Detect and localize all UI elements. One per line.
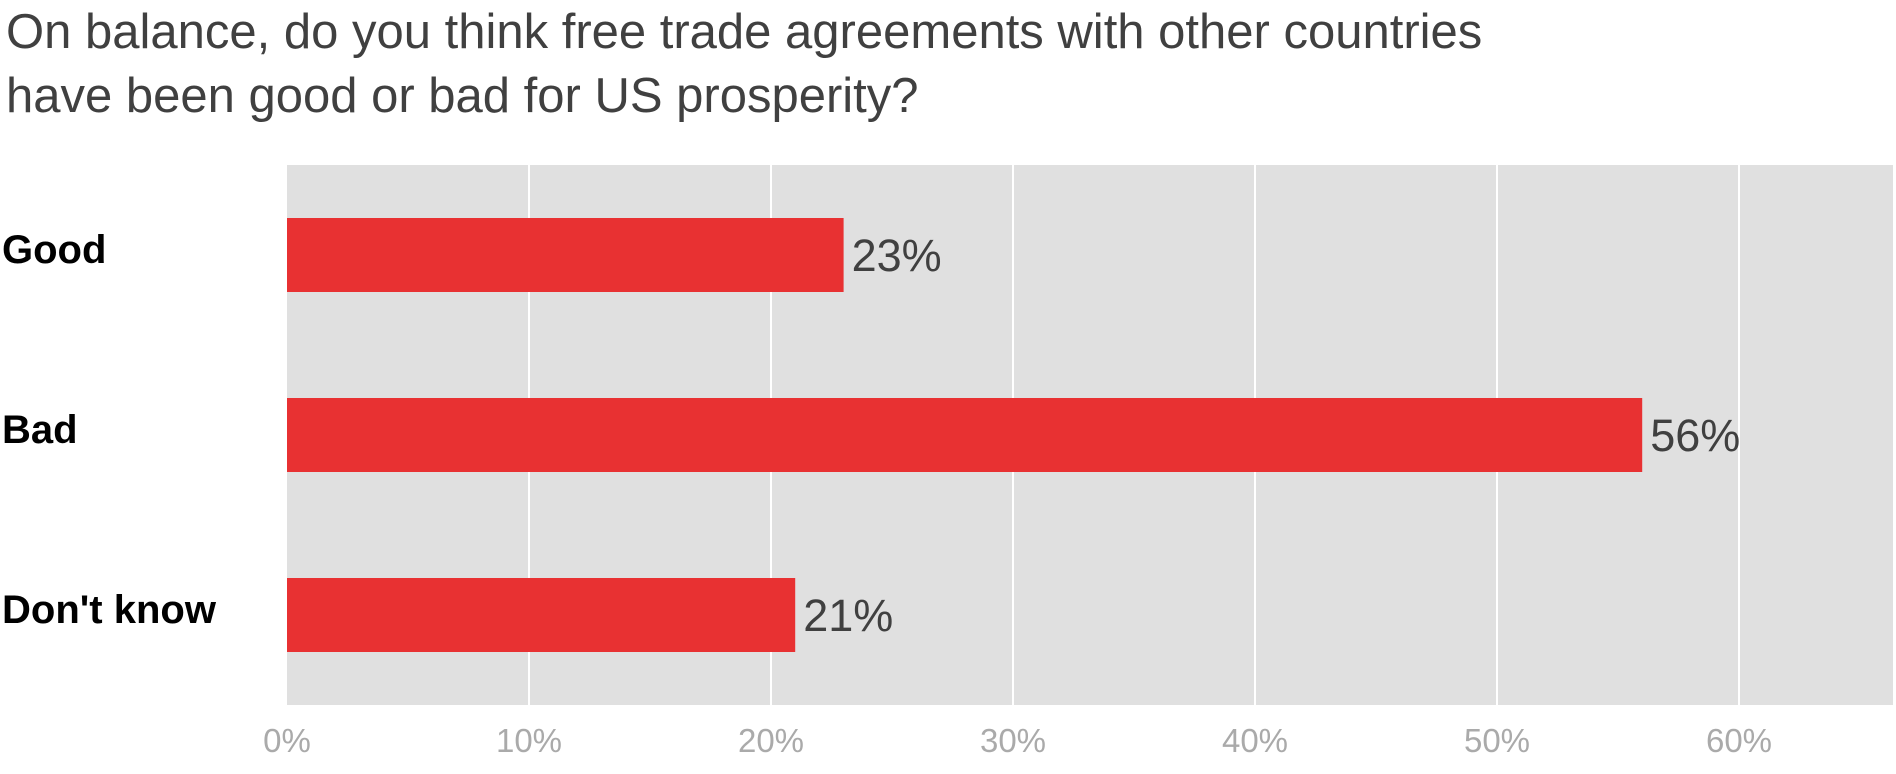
bar [287, 578, 796, 652]
bar [287, 218, 844, 292]
x-tick-label: 30% [980, 722, 1046, 759]
category-labels: Good Bad Don't know [2, 228, 217, 632]
x-axis-tick-labels: 0% 10% 20% 30% 40% 50% 60% [263, 722, 1772, 759]
bar [287, 398, 1643, 472]
x-tick-label: 40% [1222, 722, 1288, 759]
x-tick-label: 10% [496, 722, 562, 759]
category-label: Don't know [2, 588, 217, 632]
x-tick-label: 20% [738, 722, 804, 759]
chart-title: On balance, do you think free trade agre… [6, 0, 1886, 128]
value-label: 21% [803, 590, 893, 641]
chart-title-line-1: On balance, do you think free trade agre… [6, 5, 1483, 59]
x-tick-label: 0% [263, 722, 311, 759]
value-labels: 23% 56% 21% [803, 230, 1740, 641]
category-label: Good [2, 228, 106, 272]
value-label: 23% [852, 230, 942, 281]
category-label: Bad [2, 408, 78, 452]
x-tick-label: 50% [1464, 722, 1530, 759]
value-label: 56% [1650, 410, 1740, 461]
x-tick-label: 60% [1706, 722, 1772, 759]
bars [287, 218, 1643, 652]
chart-title-line-2: have been good or bad for US prosperity? [6, 69, 919, 123]
